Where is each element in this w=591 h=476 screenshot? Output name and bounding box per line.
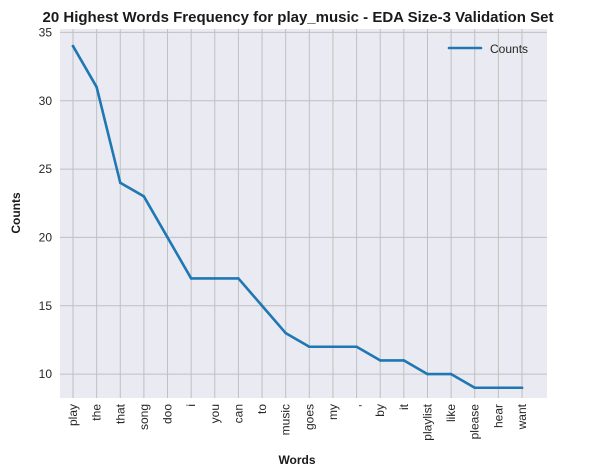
y-tick-label: 10 [39,367,53,381]
grid-lines [60,29,547,398]
data-point [166,236,169,239]
y-tick-label: 15 [39,299,53,313]
legend: Counts [447,42,528,56]
data-point [355,345,358,349]
data-point [237,277,240,280]
data-point [331,345,335,349]
x-tick-label: i [184,404,198,407]
data-point [426,372,429,376]
data-point [142,195,146,198]
x-tick-label: like [444,404,458,422]
x-tick-label: , [350,404,364,407]
data-point [378,359,382,362]
legend-label-counts: Counts [490,42,528,56]
data-point [189,277,193,280]
data-point [402,359,406,362]
data-point [213,277,217,280]
x-tick-label: to [255,404,269,414]
y-tick-label: 30 [39,94,53,108]
x-tick-label: goes [302,404,316,430]
x-tick-label: hear [491,404,505,428]
data-point [308,345,311,349]
y-axis-label: Counts [9,192,23,234]
x-tick-label: doo [161,404,175,424]
data-point [284,331,287,335]
data-point [449,372,453,376]
data-point [520,386,524,390]
x-tick-label: playlist [420,403,434,440]
chart-title: 20 Highest Words Frequency for play_musi… [43,9,554,26]
x-tick-label: you [208,404,222,423]
x-axis-label: Words [278,453,315,467]
x-tick-label: want [515,403,529,430]
y-axis-ticks: 10 15 20 25 30 35 [39,25,53,381]
x-tick-label: music [279,404,293,435]
x-tick-label: please [468,404,482,440]
x-tick-label: song [137,404,151,430]
x-tick-label: can [231,404,245,423]
data-point [118,181,122,185]
y-tick-label: 20 [39,230,53,244]
x-tick-label: my [326,404,340,420]
series-line-counts [71,44,524,390]
data-point [260,304,264,308]
x-tick-label: that [113,403,127,424]
y-tick-label: 35 [39,25,53,39]
data-point [95,85,98,89]
data-point [497,386,500,390]
plot-area [60,29,547,398]
series-layer [71,44,524,390]
x-tick-label: it [397,403,411,410]
x-tick-label: the [90,404,104,421]
x-axis-ticks: play the that song doo i you can to music goes my, b… [66,403,529,440]
x-tick-label: by [373,404,387,417]
y-tick-label: 25 [39,162,53,176]
data-point [71,44,75,48]
data-point [473,386,477,390]
x-tick-label: play [66,404,80,426]
